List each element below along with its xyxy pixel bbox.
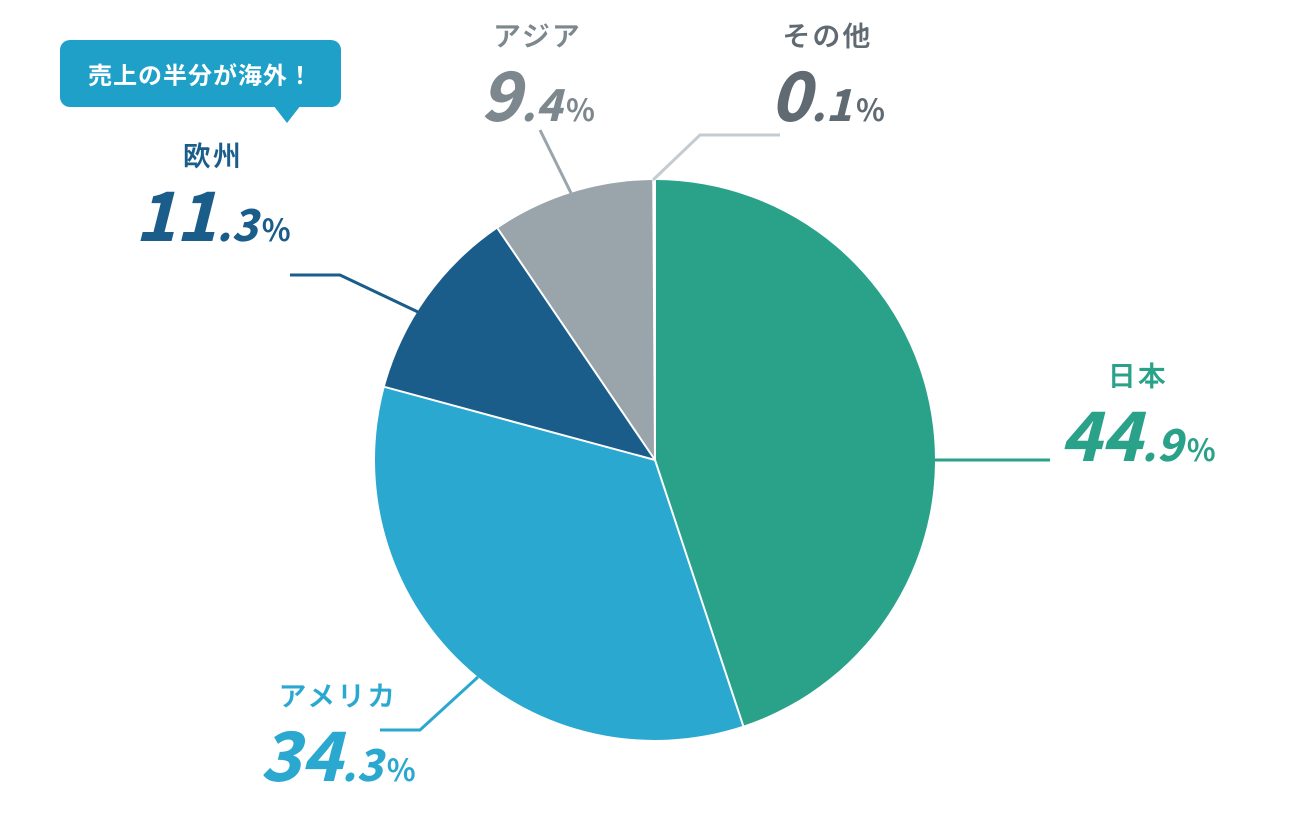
slice-label: アメリカ34.3%	[260, 680, 416, 790]
pie-chart-container: 売上の半分が海外！ 日本44.9% アメリカ34.3% 欧州11.3% アジア9.4%…	[0, 0, 1301, 840]
region-value: 34.3%	[260, 715, 416, 790]
callout-text: 売上の半分が海外！	[88, 56, 313, 91]
value-int: 44	[1060, 395, 1141, 470]
slice-label: 欧州11.3%	[135, 140, 291, 250]
value-dec: .3	[341, 738, 382, 786]
percent-symbol: %	[856, 92, 885, 125]
value-dec: .9	[1141, 418, 1182, 466]
region-value: 11.3%	[135, 175, 291, 250]
slice-label: その他0.1%	[770, 20, 885, 130]
callout-bubble: 売上の半分が海外！	[60, 40, 341, 107]
slice-label: アジア9.4%	[480, 20, 595, 130]
percent-symbol: %	[1187, 432, 1216, 465]
value-dec: .3	[216, 198, 257, 246]
percent-symbol: %	[566, 92, 595, 125]
value-int: 34	[260, 715, 341, 790]
value-int: 9	[480, 55, 521, 130]
percent-symbol: %	[387, 752, 416, 785]
region-value: 9.4%	[480, 55, 595, 130]
leader-line	[540, 130, 571, 193]
value-dec: .1	[811, 78, 852, 126]
region-value: 44.9%	[1060, 395, 1216, 470]
value-dec: .4	[521, 78, 562, 126]
leader-line	[290, 275, 418, 312]
leader-line	[653, 135, 780, 180]
value-int: 0	[770, 55, 811, 130]
percent-symbol: %	[262, 212, 291, 245]
region-value: 0.1%	[770, 55, 885, 130]
value-int: 11	[135, 175, 216, 250]
slice-label: 日本44.9%	[1060, 360, 1216, 470]
